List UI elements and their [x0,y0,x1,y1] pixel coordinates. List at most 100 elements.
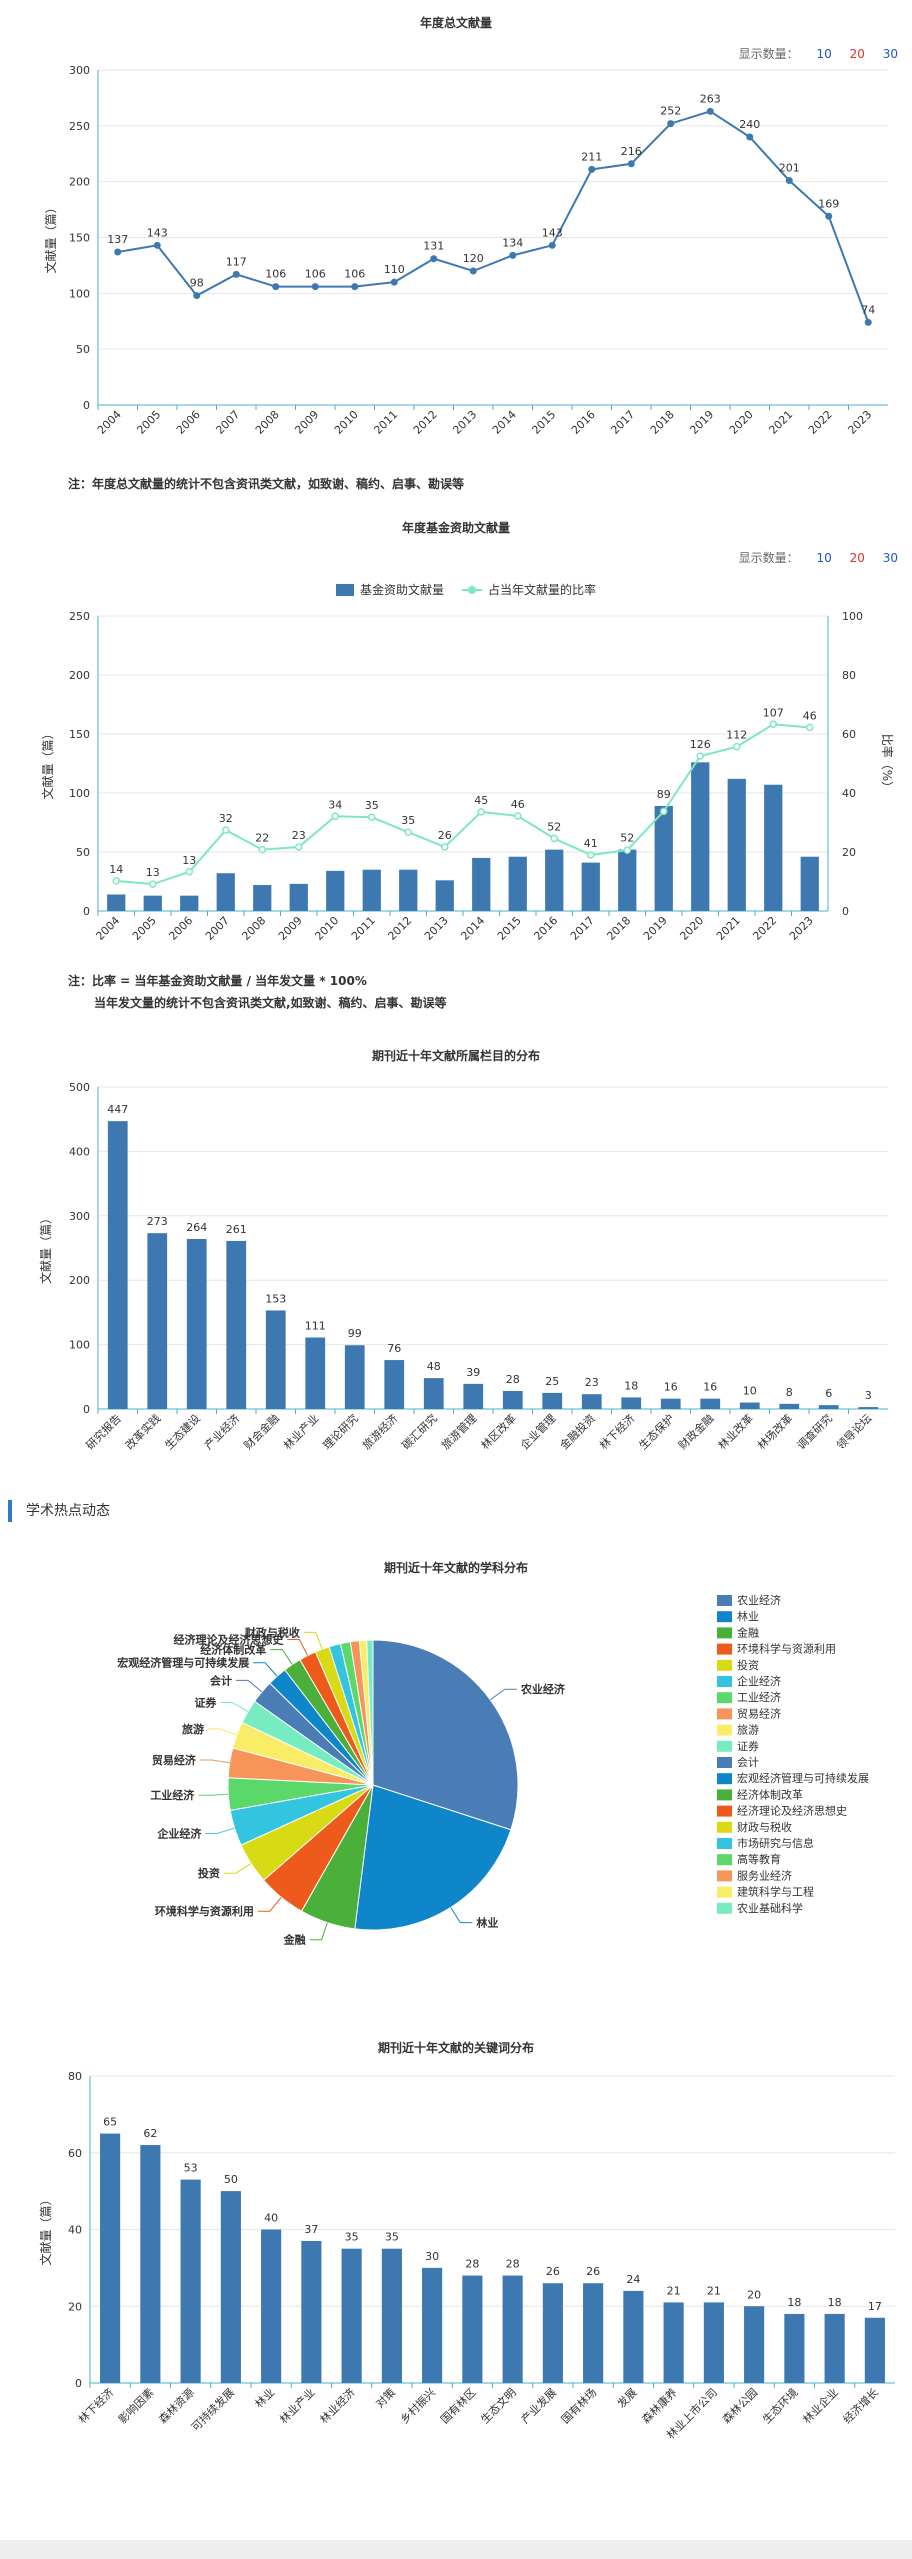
bar-keyword [261,2229,282,2383]
ratio-point [441,843,449,851]
data-label: 8 [786,1386,793,1399]
slice-label: 宏观经济管理与可持续发展 [117,1656,250,1670]
slice-leader [205,1827,235,1834]
count-option-30[interactable]: 30 [882,47,898,61]
data-point [706,107,714,115]
y-axis-label: 文献量（篇） [38,1212,53,1284]
slice-label: 旅游 [182,1722,204,1736]
chart1-note: 注：年度总文献量的统计不包含资讯类文献，如致谢、稿约、启事、勘误等 [68,477,465,491]
data-point [114,248,122,256]
y-tick-label: 200 [69,176,90,189]
slice-label: 会计 [210,1673,232,1687]
y-axis-label: 文献量（篇） [38,2193,53,2265]
data-label: 46 [803,710,817,723]
bar-column [107,1121,128,1409]
legend-marker-ratio [468,586,476,594]
y2-tick-label: 80 [842,669,856,682]
x-tick-label: 财会金融 [241,1411,282,1452]
bar-keyword [542,2283,563,2383]
ratio-point [696,752,704,760]
pie-slice [366,1639,374,1786]
bar-funded [326,870,345,911]
bar-funded [362,869,381,911]
x-tick-label: 2018 [604,914,633,943]
legend-swatch [717,1611,732,1623]
data-label: 26 [546,2265,560,2278]
slice-label: 林业 [476,1916,498,1930]
data-label: 110 [384,263,405,276]
y-tick-label: 0 [83,905,90,918]
data-label: 28 [506,1373,520,1386]
ratio-point [477,808,485,816]
data-label: 18 [828,2296,842,2309]
bar-keyword [623,2290,644,2383]
x-tick-label: 2014 [490,408,519,437]
x-tick-label: 2021 [766,408,795,437]
count-option-20[interactable]: 20 [849,47,865,61]
y-tick-label: 200 [69,1274,90,1287]
data-point [351,283,359,291]
x-tick-label: 2009 [292,408,321,437]
bar-keyword [583,2283,604,2383]
bar-column [739,1402,760,1409]
x-tick-label: 生态文明 [478,2385,519,2426]
legend-swatch [717,1676,732,1687]
x-tick-label: 2008 [253,408,282,437]
count-option-10[interactable]: 10 [816,47,832,61]
legend-swatch [717,1838,732,1849]
data-label: 17 [868,2300,882,2313]
chart5-title: 期刊近十年文献的关键词分布 [377,2041,534,2055]
bar-column [502,1390,523,1409]
count-option-30[interactable]: 30 [882,551,898,565]
slice-leader [253,1662,278,1677]
x-tick-label: 2014 [458,914,487,943]
data-label: 28 [506,2258,520,2271]
bar-funded [216,873,235,911]
x-tick-label: 2016 [531,914,560,943]
x-tick-label: 2016 [569,408,598,437]
x-tick-label: 调查研究 [794,1411,835,1452]
ratio-point [368,813,376,821]
ratio-point [112,877,120,885]
x-tick-label: 生态建设 [162,1411,203,1452]
x-tick-label: 2011 [371,408,400,437]
y-tick-label: 100 [69,287,90,300]
bottom-bar [0,2540,912,2559]
data-point [153,241,161,249]
data-point [390,278,398,286]
slice-leader [490,1688,517,1701]
data-label: 65 [103,2116,117,2129]
data-label: 13 [182,854,196,867]
count-option-10[interactable]: 10 [816,551,832,565]
x-tick-label: 林业产业 [276,2385,317,2426]
data-label: 143 [542,226,563,239]
data-label: 263 [700,92,721,105]
count-option-20[interactable]: 20 [849,551,865,565]
ratio-point [404,828,412,836]
y-tick-label: 20 [68,2300,82,2313]
ratio-point [623,846,631,854]
chart2-note: 注：比率 = 当年基金资助文献量 / 当年发文量 * 100% 当年发文量的统计… [68,970,447,1014]
data-label: 98 [190,277,204,290]
legend-label: 企业经济 [737,1674,781,1688]
data-label: 76 [387,1342,401,1355]
data-label: 3 [865,1389,872,1402]
y-tick-label: 300 [69,64,90,77]
bar-column [384,1360,405,1409]
data-label: 35 [345,2231,359,2244]
count-label: 显示数量： [738,47,799,61]
data-label: 16 [664,1381,678,1394]
data-point [588,165,596,173]
x-tick-label: 2007 [203,914,232,943]
y-tick-label: 100 [69,787,90,800]
y-tick-label: 150 [69,728,90,741]
bar-funded [691,762,710,911]
bar-column [265,1310,286,1409]
ratio-point [149,880,157,888]
x-tick-label: 2012 [385,914,414,943]
legend-swatch [717,1821,732,1833]
legend-label: 贸易经济 [737,1706,781,1720]
data-point [627,160,635,168]
x-tick-label: 2008 [239,914,268,943]
slice-leader [270,1649,293,1665]
